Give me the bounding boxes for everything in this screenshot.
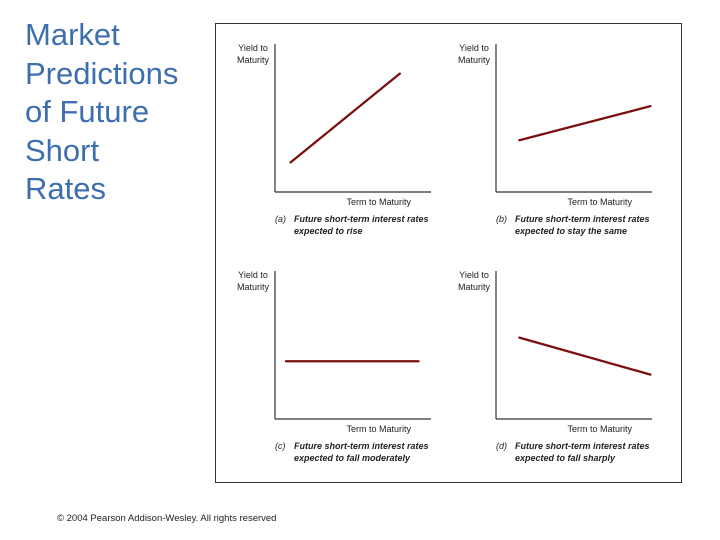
panel-d-x-label: Term to Maturity xyxy=(567,424,632,434)
panel-b-y-label: Yield to Maturity xyxy=(458,43,491,65)
panel-c-caption-line: Future short-term interest rates xyxy=(294,441,429,451)
panel-a-caption-line: Future short-term interest rates xyxy=(294,214,429,224)
panel-d-caption-letter: (d) xyxy=(496,441,507,451)
panel-b-caption-line: Future short-term interest rates xyxy=(515,214,650,224)
title-line: Short xyxy=(25,132,100,168)
title-line: Rates xyxy=(25,171,106,206)
panel-a-caption-letter: (a) xyxy=(275,214,286,224)
yield-curve-panels: Yield to Maturity Term to Maturity (a) Futur… xyxy=(237,43,652,463)
panel-b-caption-line: expected to stay the same xyxy=(515,226,627,236)
panel-a-yield-curve xyxy=(289,72,401,164)
title-line: Market xyxy=(25,17,120,52)
panel-d-y-label: Yield to Maturity xyxy=(458,270,491,292)
panel-c-caption-line: expected to fall moderately xyxy=(294,453,411,463)
yield-curve-figure: Yield to Maturity Term to Maturity (a) Futur… xyxy=(215,23,682,483)
panel-d-caption-line: expected to fall sharply xyxy=(515,453,616,463)
panel-b-yield-curve xyxy=(518,105,652,142)
panel-b-caption-letter: (b) xyxy=(496,214,507,224)
title-line: of Future xyxy=(25,94,150,129)
panel-a-caption-line: expected to rise xyxy=(294,226,363,236)
panel-b-x-label: Term to Maturity xyxy=(567,197,632,207)
panel-c-x-label: Term to Maturity xyxy=(346,424,411,434)
panel-c-y-label: Yield to Maturity xyxy=(237,270,270,292)
panel-a-y-label: Yield to Maturity xyxy=(237,43,270,65)
panel-d-caption-line: Future short-term interest rates xyxy=(515,441,650,451)
copyright-footer: © 2004 Pearson Addison-Wesley. All right… xyxy=(57,513,277,524)
slide-title: Market Predictions of Future Short Rates xyxy=(25,16,210,209)
panel-d-yield-curve xyxy=(518,336,652,376)
panel-c-caption-letter: (c) xyxy=(275,441,286,451)
panel-a-x-label: Term to Maturity xyxy=(346,197,411,207)
title-line: Predictions xyxy=(25,55,179,91)
